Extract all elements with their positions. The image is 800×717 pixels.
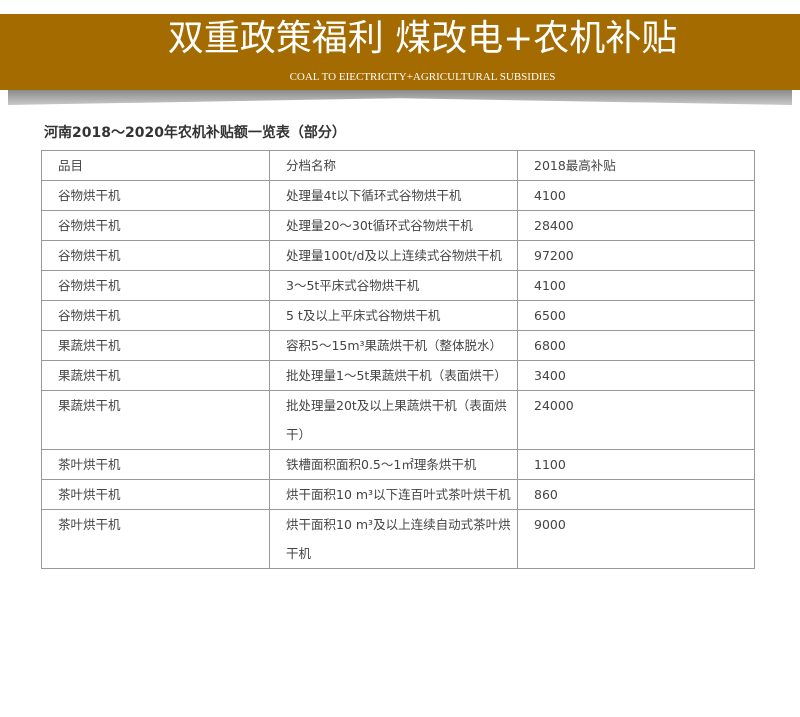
spec-cell: 烘干面积10 m³以下连百叶式茶叶烘干机: [269, 479, 518, 510]
table-row: 谷物烘干机 3～5t平床式谷物烘干机 4100: [41, 270, 755, 301]
item-cell: 谷物烘干机: [41, 270, 270, 301]
banner: 双重政策福利 煤改电+农机补贴 COAL TO EIECTRICITY+AGRI…: [0, 14, 800, 90]
item-cell: 谷物烘干机: [41, 180, 270, 211]
banner-title: 双重政策福利 煤改电+农机补贴: [167, 18, 678, 59]
spec-cell: 烘干面积10 m³及以上连续自动式茶叶烘干机: [269, 509, 518, 569]
item-cell: 谷物烘干机: [41, 300, 270, 331]
subsidy-cell: 860: [517, 479, 755, 510]
table-row: 果蔬烘干机 容积5～15m³果蔬烘干机（整体脱水） 6800: [41, 330, 755, 361]
spec-cell: 处理量4t以下循环式谷物烘干机: [269, 180, 518, 211]
table-row: 谷物烘干机 处理量20～30t循环式谷物烘干机 28400: [41, 210, 755, 241]
table-row: 谷物烘干机 处理量100t/d及以上连续式谷物烘干机 97200: [41, 240, 755, 271]
spec-cell: 铁槽面积面积0.5～1㎡理条烘干机: [269, 449, 518, 480]
item-cell: 茶叶烘干机: [41, 509, 270, 569]
header-cell: 分档名称: [269, 150, 518, 181]
subsidy-cell: 28400: [517, 210, 755, 241]
banner-subtitle: COAL TO EIECTRICITY+AGRICULTURAL SUBSIDI…: [289, 71, 556, 83]
spec-cell: 3～5t平床式谷物烘干机: [269, 270, 518, 301]
subsidy-table: 品目 分档名称 2018最高补贴 谷物烘干机 处理量4t以下循环式谷物烘干机 410…: [41, 150, 755, 569]
table-title: 河南2018～2020年农机补贴额一览表（部分）: [44, 125, 346, 141]
table-row: 果蔬烘干机 批处理量1～5t果蔬烘干机（表面烘干） 3400: [41, 360, 755, 391]
spec-cell: 容积5～15m³果蔬烘干机（整体脱水）: [269, 330, 518, 361]
subsidy-cell: 1100: [517, 449, 755, 480]
table-row: 谷物烘干机 5 t及以上平床式谷物烘干机 6500: [41, 300, 755, 331]
spec-cell: 批处理量20t及以上果蔬烘干机（表面烘干）: [269, 390, 518, 450]
spec-cell: 处理量100t/d及以上连续式谷物烘干机: [269, 240, 518, 271]
subsidy-cell: 6800: [517, 330, 755, 361]
spec-cell: 5 t及以上平床式谷物烘干机: [269, 300, 518, 331]
subsidy-cell: 24000: [517, 390, 755, 450]
item-cell: 果蔬烘干机: [41, 390, 270, 450]
spec-cell: 批处理量1～5t果蔬烘干机（表面烘干）: [269, 360, 518, 391]
header-cell: 2018最高补贴: [517, 150, 755, 181]
subsidy-cell: 3400: [517, 360, 755, 391]
subsidy-cell: 9000: [517, 509, 755, 569]
table-row: 茶叶烘干机 烘干面积10 m³及以上连续自动式茶叶烘干机 9000: [41, 509, 755, 569]
table-header: 品目 分档名称 2018最高补贴: [41, 150, 755, 181]
header-cell: 品目: [41, 150, 270, 181]
table-row: 茶叶烘干机 烘干面积10 m³以下连百叶式茶叶烘干机 860: [41, 479, 755, 510]
item-cell: 谷物烘干机: [41, 240, 270, 271]
item-cell: 果蔬烘干机: [41, 330, 270, 361]
subsidy-cell: 4100: [517, 180, 755, 211]
table-row: 谷物烘干机 处理量4t以下循环式谷物烘干机 4100: [41, 180, 755, 211]
item-cell: 果蔬烘干机: [41, 360, 270, 391]
item-cell: 谷物烘干机: [41, 210, 270, 241]
subsidy-cell: 6500: [517, 300, 755, 331]
item-cell: 茶叶烘干机: [41, 449, 270, 480]
item-cell: 茶叶烘干机: [41, 479, 270, 510]
spec-cell: 处理量20～30t循环式谷物烘干机: [269, 210, 518, 241]
banner-shadow: [8, 90, 792, 105]
subsidy-cell: 4100: [517, 270, 755, 301]
table-row: 茶叶烘干机 铁槽面积面积0.5～1㎡理条烘干机 1100: [41, 449, 755, 480]
table-row: 果蔬烘干机 批处理量20t及以上果蔬烘干机（表面烘干） 24000: [41, 390, 755, 450]
subsidy-cell: 97200: [517, 240, 755, 271]
